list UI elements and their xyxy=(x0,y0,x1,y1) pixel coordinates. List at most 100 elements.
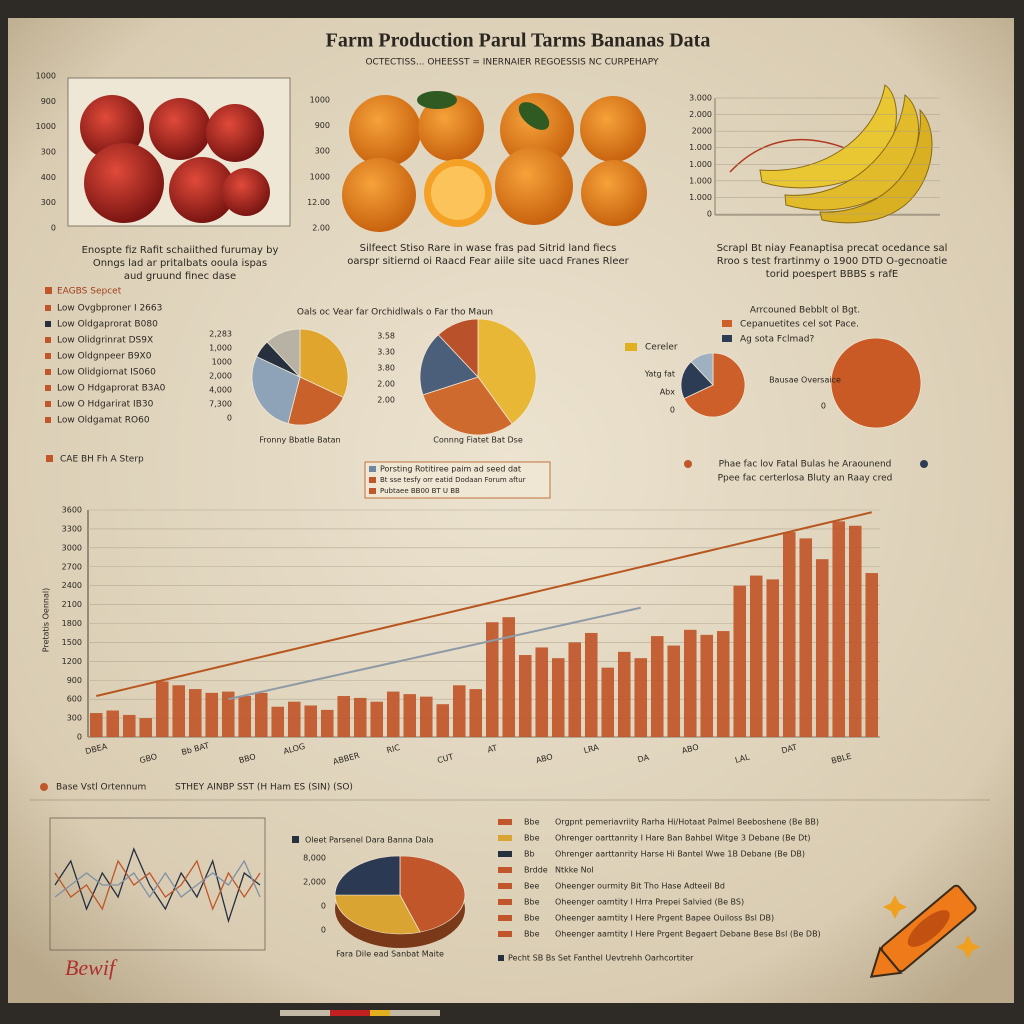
y-tick-label: 2100 xyxy=(62,600,82,609)
axis-label: 2.00 xyxy=(377,396,395,405)
legend-item: Low Ovgbproner I 2663 xyxy=(57,304,162,314)
leaf xyxy=(417,91,457,109)
y-axis-label: Pretatis Oennal) xyxy=(42,588,51,652)
legend-swatch xyxy=(45,305,51,311)
legend-dot xyxy=(684,460,692,468)
pie-title: Bausae Oversaice xyxy=(769,376,841,385)
orange xyxy=(349,95,421,167)
legend-heading: EAGBS Sepcet xyxy=(57,287,122,297)
legend-swatch xyxy=(498,819,512,825)
orange xyxy=(500,93,574,167)
legend-tag: Bbe xyxy=(524,818,540,827)
x-tick-label: ABO xyxy=(535,752,554,765)
legend-item: Ag sota Fclmad? xyxy=(740,335,814,345)
legend-swatch xyxy=(498,915,512,921)
pie-slice xyxy=(266,328,301,379)
section-label: CAE BH Fh A Sterp xyxy=(60,455,144,465)
bar xyxy=(304,705,318,737)
legend-item: Oheenger ourmity Bit Tho Hase Adteeil Bd xyxy=(555,882,725,891)
pie xyxy=(680,352,746,418)
orange xyxy=(342,158,416,232)
legend-box xyxy=(364,461,551,499)
axis-label: 1,000 xyxy=(209,344,232,353)
note: Phae fac lov Fatal Bulas he Araounend xyxy=(719,460,892,470)
pie-slice xyxy=(287,376,344,426)
legend-swatch xyxy=(498,899,512,905)
legend-item: Low Oldgamat RO60 xyxy=(57,416,150,426)
x-tick-label: RIC xyxy=(386,743,402,755)
legend-item: Ohrenger aarttanrity Harse Hi Bantel Wwe… xyxy=(555,850,805,859)
legend-swatch xyxy=(45,353,51,359)
legend-item: Oheenger oamtity I Hrra Prepei Salvied (… xyxy=(555,898,744,907)
bar xyxy=(650,636,664,737)
axis-label: 3.58 xyxy=(377,332,395,341)
section-label: Base Vstl Ortennum xyxy=(56,783,146,793)
legend-item: Oheenger aamtity I Here Prgent Bapee Oui… xyxy=(555,914,774,923)
y-tick-label: 900 xyxy=(67,676,82,685)
legend-item: Orgpnt pemeriavriity Rarha Hi/Hotaat Pal… xyxy=(555,818,819,827)
legend-swatch xyxy=(46,455,53,462)
bar xyxy=(667,645,681,737)
leaf xyxy=(518,102,550,130)
axis-label: 300 xyxy=(41,148,56,157)
legend-swatch xyxy=(498,955,504,961)
pie-slice xyxy=(422,376,513,436)
axis-label: 1.000 xyxy=(689,160,712,169)
axis-label: 0 xyxy=(321,926,326,935)
caption: Scrapl Bt niay Feanaptisa precat ocedanc… xyxy=(717,243,948,254)
legend-swatch xyxy=(498,835,512,841)
axis-label: 0 xyxy=(51,224,56,233)
legend-tag: Brdde xyxy=(524,866,548,875)
bar xyxy=(205,692,219,737)
bar xyxy=(452,685,466,737)
y-tick-label: 1200 xyxy=(62,657,82,666)
banana-panel xyxy=(714,84,940,224)
axis-label: 900 xyxy=(41,97,56,106)
bar xyxy=(485,622,499,737)
caption: Fara Dile ead Sanbat Maite xyxy=(336,950,444,959)
legend-dot xyxy=(40,783,48,791)
pie-slice xyxy=(437,318,479,379)
legend-swatch xyxy=(369,488,376,494)
axis-label: 4,000 xyxy=(209,386,232,395)
bar xyxy=(238,696,252,737)
bar xyxy=(419,696,433,737)
bar xyxy=(469,689,483,737)
axis-label: 400 xyxy=(41,173,56,182)
bar xyxy=(122,714,136,737)
curve xyxy=(729,138,851,173)
apple xyxy=(149,98,211,160)
pie-slice xyxy=(334,894,421,935)
bar xyxy=(271,706,285,737)
pie-title: Connng Fiatet Bat Dse xyxy=(433,436,523,445)
legend-tag: Bbe xyxy=(524,834,540,843)
axis-label: 2.00 xyxy=(312,224,330,233)
y-tick-label: 600 xyxy=(67,695,82,704)
legend-tag: Bee xyxy=(524,882,539,891)
pie-slice xyxy=(419,334,479,396)
pie-slice xyxy=(299,328,349,398)
pie-slice xyxy=(399,855,466,933)
y-tick-label: 1800 xyxy=(62,619,82,628)
x-tick-label: GBO xyxy=(139,752,159,765)
bar xyxy=(106,710,120,737)
bar xyxy=(370,701,384,737)
axis-label: 300 xyxy=(315,147,330,156)
axis-label: 2.00 xyxy=(377,380,395,389)
orange xyxy=(581,160,647,226)
legend-item: Porsting Rotitiree paim ad seed dat xyxy=(380,465,521,474)
legend-swatch xyxy=(498,867,512,873)
pie xyxy=(251,328,349,426)
axis-label: 0 xyxy=(670,406,675,415)
marker xyxy=(370,1010,390,1016)
legend-swatch xyxy=(498,851,512,857)
bar xyxy=(403,694,417,737)
y-tick-label: 2400 xyxy=(62,581,82,590)
caption: torid poespert BBBS s rafE xyxy=(766,269,898,280)
title: Farm Production Parul Tarms Bananas Data xyxy=(326,30,711,52)
orange xyxy=(580,96,646,162)
pie-slice xyxy=(683,352,746,418)
axis-label: 300 xyxy=(41,198,56,207)
bar xyxy=(815,559,829,737)
legend-item: Low Oldgnpeer B9X0 xyxy=(57,352,152,362)
